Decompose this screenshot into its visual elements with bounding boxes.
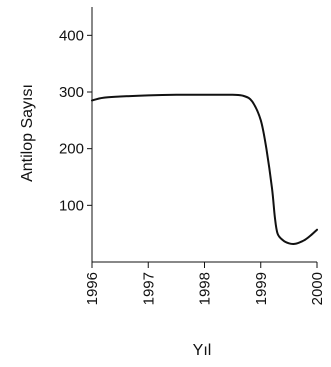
x-tick-label: 1996 — [84, 272, 101, 305]
y-axis-label: Antilop Sayısı — [19, 84, 36, 182]
series-line — [91, 93, 318, 245]
series-group — [91, 93, 318, 245]
y-tick-label: 100 — [59, 197, 84, 214]
x-axis-label: Yıl — [193, 342, 212, 359]
y-tick-label: 400 — [59, 27, 84, 44]
y-axis: 100 200 300 400 — [59, 7, 93, 262]
x-tick-label: 1998 — [197, 272, 214, 305]
x-tick-label: 1999 — [253, 272, 270, 305]
x-axis: 1996 1997 1998 1999 2000 — [84, 261, 326, 305]
x-tick-label: 2000 — [309, 272, 326, 305]
y-tick-label: 200 — [59, 141, 84, 158]
y-tick-label: 300 — [59, 84, 84, 101]
x-tick-label: 1997 — [140, 272, 157, 305]
